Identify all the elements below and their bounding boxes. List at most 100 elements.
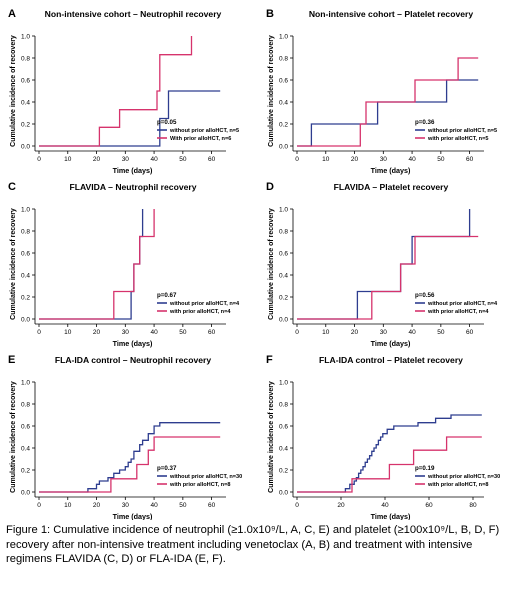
y-tick-label: 0.6	[21, 250, 30, 257]
y-tick-label: 0.8	[279, 228, 288, 235]
x-tick-label: 50	[437, 156, 445, 163]
x-tick-label: 20	[93, 502, 101, 509]
y-tick-label: 0.4	[279, 445, 288, 452]
panel-a: A Non-intensive cohort – Neutrophil recov…	[8, 8, 239, 175]
p-value-c: p=0.67	[157, 292, 177, 299]
x-tick-label: 20	[93, 329, 101, 336]
figure-caption: Figure 1: Cumulative incidence of neutro…	[6, 524, 500, 565]
y-tick-label: 0.0	[21, 489, 30, 496]
x-tick-label: 10	[64, 502, 72, 509]
panel-letter-f: F	[266, 354, 273, 366]
x-tick-label: 80	[469, 502, 477, 509]
x-tick-label: 40	[381, 502, 389, 509]
series-line-a-red	[39, 36, 193, 147]
legend-label-d: with prior alloHCT, n=4	[427, 309, 489, 315]
x-tick-label: 60	[208, 329, 216, 336]
y-tick-label: 1.0	[279, 33, 288, 40]
p-value-b: p=0.36	[415, 119, 435, 126]
panel-letter-e: E	[8, 354, 15, 366]
x-tick-label: 0	[295, 329, 299, 336]
legend-label-b: without prior alloHCT, n=5	[427, 128, 497, 134]
legend-label-d: without prior alloHCT, n=4	[427, 301, 498, 307]
series-line-f-red	[297, 436, 482, 493]
y-tick-label: 0.2	[21, 294, 30, 301]
panel-b: B Non-intensive cohort – Platelet recover…	[266, 8, 497, 175]
y-tick-label: 0.4	[279, 272, 288, 279]
series-line-b-blue	[297, 79, 479, 147]
y-tick-label: 0.2	[279, 294, 288, 301]
p-value-d: p=0.56	[415, 292, 435, 299]
x-tick-label: 60	[425, 502, 433, 509]
y-axis-label-c: Cumulative incidence of recovery	[10, 208, 17, 320]
x-tick-label: 20	[337, 502, 345, 509]
x-axis-label-f: Time (days)	[371, 512, 411, 520]
x-axis-label-d: Time (days)	[371, 339, 411, 348]
series-line-d-red	[297, 235, 479, 320]
x-axis-label-a: Time (days)	[113, 166, 153, 175]
chart-title-f: FLA-IDA control – Platelet recovery	[319, 355, 463, 365]
x-tick-label: 10	[64, 156, 72, 163]
series-line-e-blue	[39, 422, 221, 493]
x-tick-label: 0	[37, 329, 41, 336]
legend-label-c: with prior alloHCT, n=4	[169, 309, 231, 315]
x-axis-label-b: Time (days)	[371, 166, 411, 175]
series-line-c-blue	[39, 209, 144, 320]
x-tick-label: 30	[380, 156, 388, 163]
p-value-e: p=0.37	[157, 465, 177, 472]
y-tick-label: 0.0	[21, 143, 30, 150]
legend-label-f: without prior alloHCT, n=30	[427, 474, 500, 480]
y-tick-label: 1.0	[279, 206, 288, 213]
x-tick-label: 0	[37, 502, 41, 509]
y-tick-label: 1.0	[21, 33, 30, 40]
x-axis-label-c: Time (days)	[113, 339, 153, 348]
chart-title-b: Non-intensive cohort – Platelet recovery	[309, 9, 474, 19]
y-tick-label: 0.4	[21, 272, 30, 279]
x-tick-label: 0	[37, 156, 41, 163]
y-tick-label: 0.8	[279, 55, 288, 62]
x-tick-label: 10	[64, 329, 72, 336]
x-tick-label: 30	[122, 156, 130, 163]
panel-f: F FLA-IDA control – Platelet recovery 0.0 0…	[266, 354, 500, 520]
y-tick-label: 0.0	[279, 143, 288, 150]
y-tick-label: 0.0	[21, 316, 30, 323]
y-tick-label: 0.8	[21, 401, 30, 408]
y-tick-label: 0.6	[279, 423, 288, 430]
chart-title-d: FLAVIDA – Platelet recovery	[334, 182, 449, 192]
series-line-b-red	[297, 57, 479, 147]
series-line-a-blue	[39, 90, 221, 147]
x-tick-label: 20	[351, 156, 359, 163]
y-tick-label: 0.8	[21, 228, 30, 235]
x-tick-label: 40	[408, 156, 416, 163]
legend-label-f: with prior alloHCT, n=8	[427, 482, 488, 488]
x-tick-label: 60	[466, 329, 474, 336]
p-value-f: p=0.19	[415, 465, 435, 472]
legend-label-b: with prior alloHCT, n=5	[427, 136, 488, 142]
y-tick-label: 0.2	[279, 121, 288, 128]
legend-label-a: With prior alloHCT, n=6	[170, 136, 231, 142]
x-tick-label: 0	[295, 156, 299, 163]
y-tick-label: 1.0	[21, 379, 30, 386]
x-tick-label: 50	[179, 156, 187, 163]
x-tick-label: 60	[466, 156, 474, 163]
y-tick-label: 0.6	[21, 77, 30, 84]
y-axis-label-e: Cumulative incidence of recovery	[10, 381, 17, 493]
x-tick-label: 40	[408, 329, 416, 336]
series-line-c-red	[39, 209, 155, 320]
legend-label-c: without prior alloHCT, n=4	[169, 301, 240, 307]
y-axis-label-d: Cumulative incidence of recovery	[268, 208, 275, 320]
series-line-e-red	[39, 436, 221, 493]
y-tick-label: 1.0	[279, 379, 288, 386]
figure-chart-grid: A Non-intensive cohort – Neutrophil recov…	[8, 8, 500, 520]
chart-title-c: FLAVIDA – Neutrophil recovery	[69, 182, 196, 192]
y-axis-label-a: Cumulative incidence of recovery	[10, 35, 17, 147]
y-tick-label: 1.0	[21, 206, 30, 213]
x-tick-label: 60	[208, 156, 216, 163]
panel-letter-b: B	[266, 8, 274, 20]
y-tick-label: 0.6	[21, 423, 30, 430]
y-tick-label: 0.0	[279, 316, 288, 323]
panel-letter-d: D	[266, 181, 274, 193]
x-tick-label: 40	[150, 329, 158, 336]
series-line-f-blue	[297, 414, 482, 493]
x-tick-label: 50	[179, 329, 187, 336]
x-tick-label: 30	[380, 329, 388, 336]
